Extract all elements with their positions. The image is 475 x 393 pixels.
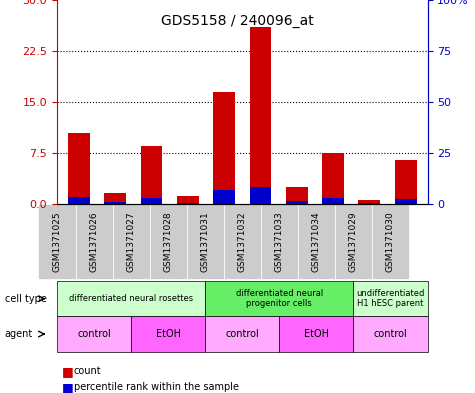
Text: GSM1371030: GSM1371030 <box>386 211 395 272</box>
Bar <box>68 133 90 204</box>
Text: GSM1371028: GSM1371028 <box>164 211 172 272</box>
Text: ■: ■ <box>62 365 74 378</box>
Text: GSM1371026: GSM1371026 <box>90 211 98 272</box>
Text: undifferentiated
H1 hESC parent: undifferentiated H1 hESC parent <box>356 289 425 309</box>
Bar <box>322 198 344 204</box>
Text: EtOH: EtOH <box>304 329 329 339</box>
Text: GSM1371025: GSM1371025 <box>53 211 61 272</box>
Text: GSM1371032: GSM1371032 <box>238 211 247 272</box>
Bar <box>286 201 308 204</box>
Text: GSM1371033: GSM1371033 <box>275 211 284 272</box>
Bar <box>68 197 90 204</box>
Text: GSM1371027: GSM1371027 <box>127 211 135 272</box>
Bar <box>177 196 199 204</box>
Text: EtOH: EtOH <box>156 329 180 339</box>
Text: differentiated neural rosettes: differentiated neural rosettes <box>69 294 193 303</box>
Text: control: control <box>225 329 259 339</box>
Bar <box>359 200 380 204</box>
Bar <box>141 198 162 204</box>
Text: cell type: cell type <box>5 294 47 304</box>
Text: differentiated neural
progenitor cells: differentiated neural progenitor cells <box>236 289 323 309</box>
Text: agent: agent <box>5 329 33 339</box>
Bar <box>286 187 308 204</box>
Bar <box>104 193 126 204</box>
Text: control: control <box>373 329 408 339</box>
Bar <box>141 147 162 204</box>
Text: GSM1371031: GSM1371031 <box>201 211 209 272</box>
Bar <box>322 153 344 204</box>
Bar <box>395 199 417 204</box>
Text: GDS5158 / 240096_at: GDS5158 / 240096_at <box>161 14 314 28</box>
Bar <box>395 160 417 204</box>
Text: percentile rank within the sample: percentile rank within the sample <box>74 382 238 392</box>
Text: count: count <box>74 366 101 376</box>
Bar <box>213 190 235 204</box>
Bar <box>359 203 380 204</box>
Bar <box>249 27 271 204</box>
Text: control: control <box>77 329 111 339</box>
Bar <box>177 203 199 204</box>
Bar <box>213 92 235 204</box>
Text: GSM1371029: GSM1371029 <box>349 211 358 272</box>
Bar <box>249 187 271 204</box>
Bar <box>104 202 126 204</box>
Text: GSM1371034: GSM1371034 <box>312 211 321 272</box>
Text: ■: ■ <box>62 380 74 393</box>
